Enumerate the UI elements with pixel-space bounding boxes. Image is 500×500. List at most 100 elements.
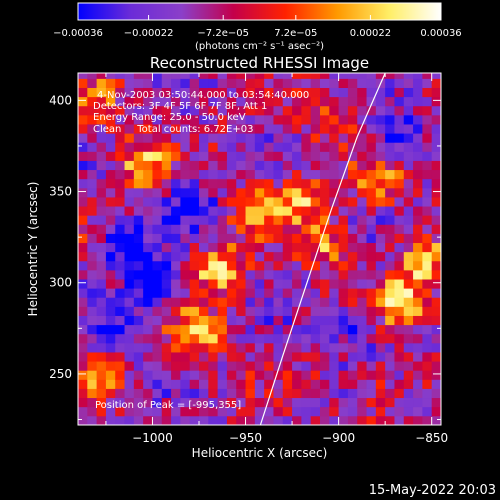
heatmap-cell (226, 105, 237, 116)
heatmap-cell (301, 415, 312, 425)
heatmap-cell (236, 151, 246, 161)
heatmap-cell (143, 260, 153, 271)
heatmap-cell (357, 114, 367, 125)
heatmap-cell (301, 78, 312, 88)
heatmap-cell (161, 87, 172, 98)
heatmap-cell (226, 233, 237, 244)
heatmap-cell (292, 233, 302, 244)
heatmap-cell (78, 105, 88, 116)
heatmap-cell (199, 269, 209, 280)
heatmap-cell (217, 124, 228, 134)
heatmap-cell (329, 388, 340, 399)
heatmap-cell (87, 187, 98, 198)
heatmap-cell (124, 388, 135, 399)
heatmap-cell (236, 342, 246, 353)
heatmap-cell (87, 397, 98, 408)
heatmap-cell (180, 215, 191, 225)
heatmap-cell (431, 379, 441, 389)
heatmap-cell (282, 288, 293, 298)
heatmap-cell (385, 406, 395, 417)
y-tick-label: 400 (49, 93, 72, 107)
heatmap-cell (226, 242, 237, 253)
heatmap-cell (236, 178, 246, 189)
heatmap-cell (143, 233, 153, 244)
heatmap-cell (264, 279, 274, 289)
heatmap-cell (143, 288, 153, 298)
heatmap-cell (338, 242, 349, 253)
heatmap-cell (366, 342, 377, 353)
heatmap-cell (422, 133, 433, 143)
heatmap-cell (329, 233, 340, 244)
heatmap-cell (357, 96, 367, 107)
heatmap-cell (245, 288, 256, 298)
heatmap-cell (413, 206, 423, 216)
heatmap-cell (264, 379, 274, 389)
heatmap-cell (133, 379, 144, 389)
heatmap-cell (357, 279, 367, 289)
heatmap-cell (96, 260, 107, 271)
heatmap-cell (96, 206, 107, 216)
heatmap-cell (171, 206, 181, 216)
heatmap-cell (189, 78, 200, 88)
heatmap-cell (105, 197, 116, 207)
heatmap-cell (254, 133, 265, 143)
heatmap-cell (394, 160, 405, 171)
heatmap-cell (87, 342, 98, 353)
heatmap-cell (143, 251, 153, 262)
heatmap-cell (87, 269, 98, 280)
heatmap-cell (152, 105, 163, 116)
heatmap-cell (189, 197, 200, 207)
heatmap-cell (403, 78, 414, 88)
heatmap-cell (357, 297, 367, 307)
heatmap-cell (375, 269, 386, 280)
heatmap-cell (413, 87, 423, 98)
heatmap-cell (366, 169, 377, 180)
heatmap-cell (180, 324, 191, 335)
heatmap-cell (413, 224, 423, 234)
heatmap-cell (161, 370, 172, 380)
heatmap-cell (320, 114, 330, 125)
heatmap-cell (273, 269, 284, 280)
heatmap-cell (254, 269, 265, 280)
heatmap-cell (124, 415, 135, 425)
heatmap-cell (217, 215, 228, 225)
heatmap-cell (152, 315, 163, 326)
heatmap-cell (115, 352, 125, 362)
heatmap-cell (152, 333, 163, 344)
heatmap-cell (254, 206, 265, 216)
heatmap-cell (422, 215, 433, 225)
heatmap-cell (347, 388, 358, 399)
heatmap-cell (226, 114, 237, 125)
heatmap-cell (78, 96, 88, 107)
heatmap-cell (301, 133, 312, 143)
heatmap-cell (431, 215, 441, 225)
heatmap-image (78, 73, 441, 425)
heatmap-cell (199, 288, 209, 298)
heatmap-cell (161, 315, 172, 326)
heatmap-cell (199, 160, 209, 171)
heatmap-cell (133, 342, 144, 353)
heatmap-cell (171, 178, 181, 189)
heatmap-cell (105, 333, 116, 344)
heatmap-cell (124, 206, 135, 216)
heatmap-cell (217, 333, 228, 344)
heatmap-cell (347, 379, 358, 389)
heatmap-cell (329, 370, 340, 380)
heatmap-cell (357, 142, 367, 152)
heatmap-cell (124, 406, 135, 417)
heatmap-cell (403, 361, 414, 371)
heatmap-cell (403, 151, 414, 161)
heatmap-cell (338, 279, 349, 289)
heatmap-cell (87, 133, 98, 143)
heatmap-cell (105, 352, 116, 362)
heatmap-cell (226, 251, 237, 262)
heatmap-cell (422, 124, 433, 134)
heatmap-cell (347, 206, 358, 216)
heatmap-cell (403, 160, 414, 171)
heatmap-cell (310, 324, 321, 335)
heatmap-cell (403, 370, 414, 380)
heatmap-cell (264, 288, 274, 298)
heatmap-cell (413, 187, 423, 198)
heatmap-cell (366, 260, 377, 271)
heatmap-cell (282, 260, 293, 271)
